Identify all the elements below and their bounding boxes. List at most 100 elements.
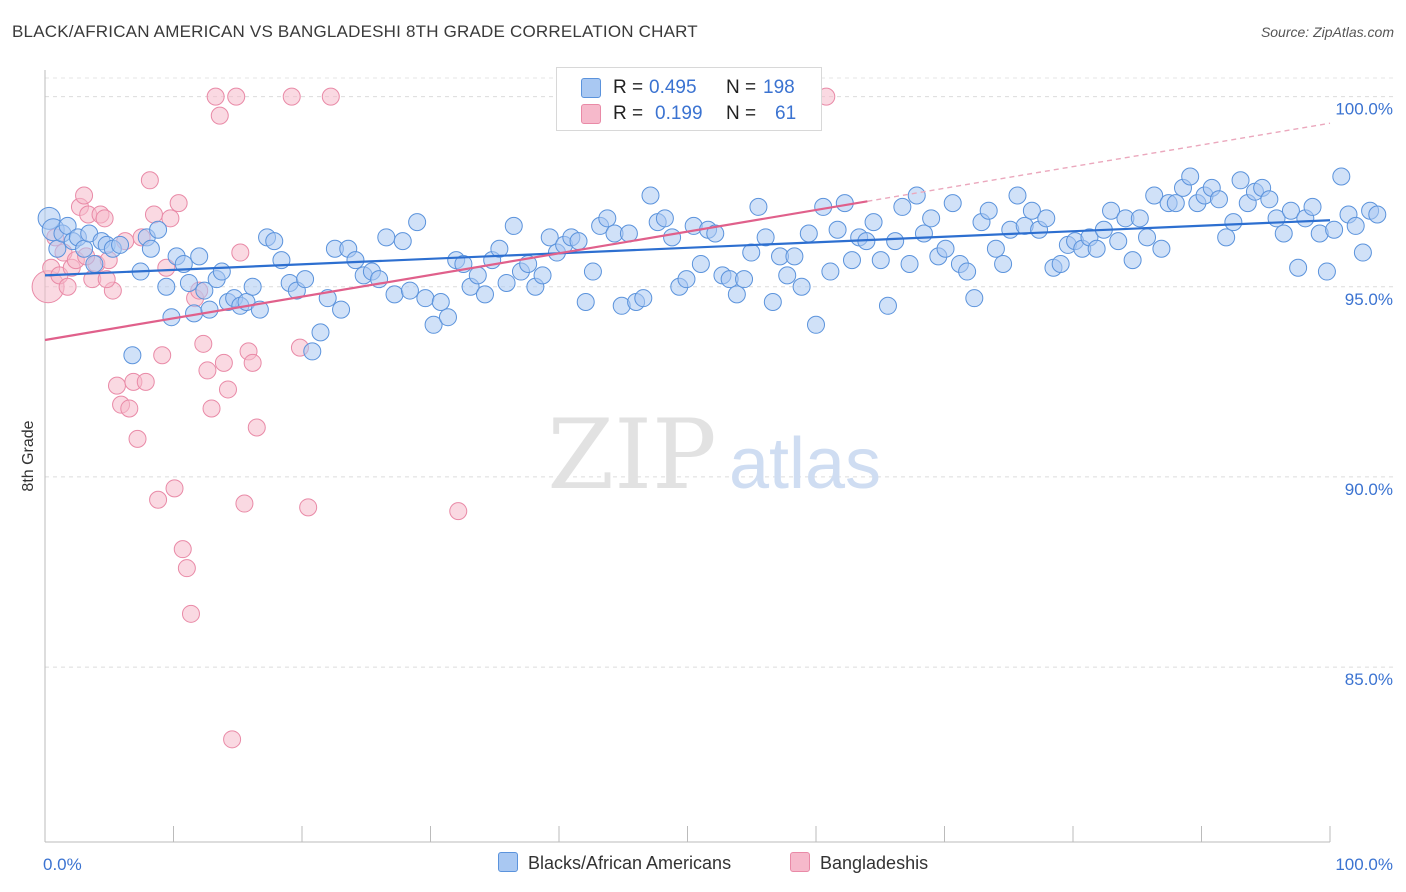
- legend-r-label: R =: [613, 103, 644, 124]
- data-point-blacks: [1317, 262, 1336, 281]
- data-point-blacks: [157, 277, 176, 296]
- gridlines: [45, 77, 1395, 668]
- data-point-blacks: [979, 201, 998, 220]
- data-point-blacks: [195, 281, 214, 300]
- data-point-blacks: [243, 277, 262, 296]
- data-point-blacks: [807, 315, 825, 334]
- data-point-blacks: [431, 292, 450, 311]
- data-point-bangladeshis: [75, 186, 94, 205]
- trend-line-bangladeshis: [44, 200, 868, 342]
- data-point-blacks: [48, 239, 67, 258]
- data-point-blacks: [111, 235, 130, 254]
- data-point-bangladeshis: [214, 353, 233, 372]
- data-point-bangladeshis: [198, 361, 217, 380]
- data-point-blacks: [576, 292, 595, 311]
- trend-lines: [44, 122, 1331, 342]
- data-point-blacks: [1231, 171, 1250, 190]
- legend-label-bangladeshis: Bangladeshis: [820, 853, 929, 873]
- y-tick-label: 100.0%: [1335, 100, 1393, 119]
- axes: [44, 70, 1331, 843]
- data-point-blacks: [438, 308, 457, 327]
- data-point-blacks: [785, 247, 804, 266]
- data-point-blacks: [332, 300, 351, 319]
- data-point-bangladeshis: [177, 559, 196, 578]
- data-point-blacks: [1368, 205, 1387, 224]
- data-point-blacks: [986, 239, 1005, 258]
- data-point-blacks: [1087, 239, 1106, 258]
- data-point-blacks: [828, 220, 847, 239]
- legend-n-value: 61: [775, 103, 797, 124]
- data-point-bangladeshis: [206, 87, 225, 106]
- data-point-blacks: [706, 224, 725, 243]
- data-point-bangladeshis: [194, 334, 213, 353]
- data-point-bangladeshis: [449, 502, 468, 521]
- legend-swatch-blue: [498, 852, 518, 872]
- y-tick-label: 85.0%: [1345, 670, 1393, 689]
- legend-n-label: N =: [726, 103, 757, 124]
- data-point-blacks: [634, 289, 653, 308]
- data-point-bangladeshis: [144, 205, 163, 224]
- data-point-blacks: [763, 292, 782, 311]
- data-point-blacks: [936, 239, 955, 258]
- data-point-blacks: [900, 254, 919, 273]
- data-point-blacks: [965, 289, 984, 308]
- data-point-blacks: [1289, 258, 1308, 277]
- x-tick-label: 100.0%: [1335, 855, 1393, 874]
- data-point-bangladeshis: [231, 243, 250, 262]
- series-bangladeshis: [31, 87, 836, 749]
- data-point-bangladeshis: [136, 372, 155, 391]
- data-point-blacks: [123, 346, 142, 365]
- data-point-bangladeshis: [282, 87, 301, 106]
- data-point-bangladeshis: [140, 171, 159, 190]
- data-point-blacks: [742, 243, 761, 262]
- data-point-blacks: [893, 197, 912, 216]
- data-point-blacks: [1008, 186, 1027, 205]
- y-tick-label: 90.0%: [1345, 480, 1393, 499]
- data-point-blacks: [377, 228, 396, 247]
- data-point-blacks: [190, 247, 209, 266]
- data-point-blacks: [1145, 186, 1164, 205]
- data-point-blacks: [749, 197, 768, 216]
- data-point-blacks: [641, 186, 660, 205]
- data-point-bangladeshis: [153, 346, 172, 365]
- data-point-blacks: [943, 194, 962, 213]
- y-axis-label: 8th Grade: [20, 420, 37, 491]
- data-point-blacks: [540, 228, 559, 247]
- legend-r-label: R =: [613, 77, 644, 98]
- data-point-bangladeshis: [210, 106, 229, 125]
- data-point-blacks: [598, 209, 617, 228]
- data-point-blacks: [1181, 167, 1200, 186]
- data-point-blacks: [212, 262, 231, 281]
- legend-r-value: 0.495: [649, 77, 697, 98]
- data-point-blacks: [1037, 209, 1056, 228]
- series-blacks-african-americans: [37, 167, 1387, 365]
- data-point-blacks: [1209, 190, 1228, 209]
- data-point-blacks: [303, 342, 322, 361]
- data-point-bangladeshis: [107, 376, 126, 395]
- trend-line-blacks: [44, 219, 1331, 277]
- data-point-blacks: [1102, 201, 1121, 220]
- data-point-blacks: [799, 224, 818, 243]
- data-point-blacks: [416, 289, 435, 308]
- data-point-bangladeshis: [227, 87, 246, 106]
- data-point-blacks: [1260, 190, 1279, 209]
- legend-swatch-pink: [581, 104, 601, 124]
- data-point-blacks: [75, 239, 94, 258]
- data-point-bangladeshis: [173, 540, 192, 559]
- data-point-blacks: [408, 213, 427, 232]
- data-point-blacks: [1123, 251, 1142, 270]
- data-point-blacks: [1217, 228, 1236, 247]
- watermark-atlas: atlas: [729, 424, 881, 504]
- data-point-blacks: [922, 209, 941, 228]
- data-point-blacks: [663, 228, 682, 247]
- data-point-blacks: [385, 285, 404, 304]
- data-point-blacks: [1109, 232, 1128, 251]
- data-point-blacks: [756, 228, 775, 247]
- data-point-blacks: [691, 254, 710, 273]
- data-point-blacks: [727, 285, 746, 304]
- data-point-bangladeshis: [247, 418, 266, 437]
- data-point-blacks: [1166, 194, 1185, 213]
- data-point-blacks: [1152, 239, 1171, 258]
- data-point-blacks: [475, 285, 494, 304]
